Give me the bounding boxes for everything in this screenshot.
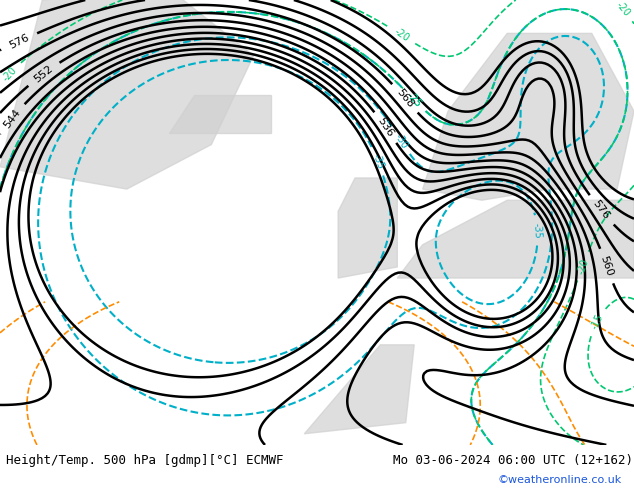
Text: -20: -20 [576, 257, 590, 275]
Text: -20: -20 [0, 65, 18, 83]
Text: -25: -25 [405, 91, 424, 109]
Polygon shape [0, 0, 254, 189]
Polygon shape [338, 178, 398, 278]
Text: -35: -35 [370, 152, 385, 170]
Text: 576: 576 [8, 32, 31, 50]
Text: 552: 552 [32, 63, 55, 84]
Text: -20: -20 [392, 26, 411, 44]
Text: Height/Temp. 500 hPa [gdmp][°C] ECMWF: Height/Temp. 500 hPa [gdmp][°C] ECMWF [6, 454, 284, 467]
Text: 560: 560 [598, 254, 615, 278]
Text: 544: 544 [1, 107, 22, 130]
Text: Mo 03-06-2024 06:00 UTC (12+162): Mo 03-06-2024 06:00 UTC (12+162) [393, 454, 633, 467]
Text: ©weatheronline.co.uk: ©weatheronline.co.uk [497, 475, 621, 486]
Text: -15: -15 [589, 313, 605, 331]
Text: -25: -25 [405, 91, 424, 109]
Polygon shape [423, 33, 634, 200]
Polygon shape [169, 95, 271, 133]
Text: -35: -35 [532, 222, 543, 239]
Text: 568: 568 [394, 87, 415, 110]
Text: 576: 576 [591, 199, 612, 221]
Polygon shape [304, 345, 414, 434]
Text: -30: -30 [393, 131, 410, 150]
Polygon shape [398, 200, 634, 278]
Text: -20: -20 [614, 0, 631, 18]
Text: 536: 536 [376, 116, 396, 139]
